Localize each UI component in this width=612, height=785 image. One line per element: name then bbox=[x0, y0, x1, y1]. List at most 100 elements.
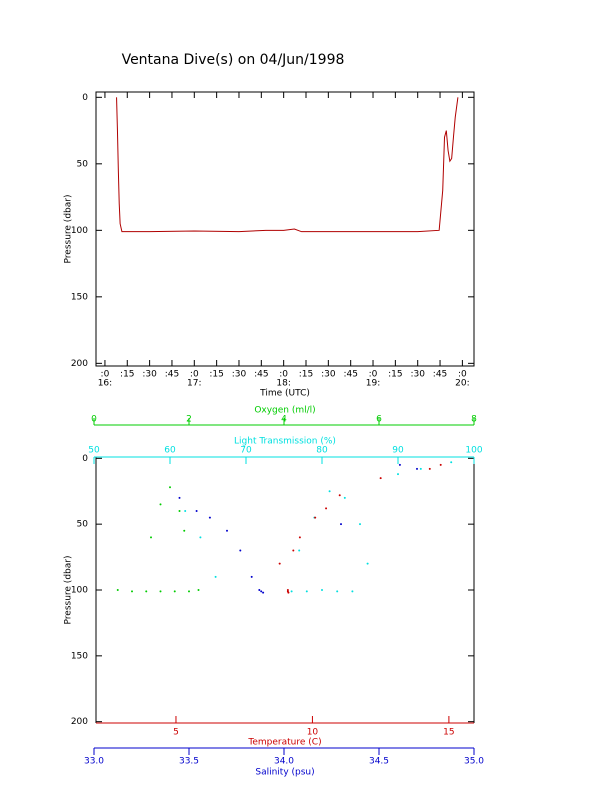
data-point bbox=[340, 523, 342, 526]
data-point bbox=[343, 496, 346, 499]
data-point bbox=[325, 507, 328, 510]
x-tick-label: 4 bbox=[281, 415, 287, 425]
data-line bbox=[116, 97, 459, 233]
x-tick-label: :0 bbox=[458, 370, 467, 380]
data-point bbox=[197, 589, 200, 591]
data-point bbox=[338, 494, 341, 497]
data-point bbox=[214, 575, 217, 578]
x-hour-label: 18: bbox=[276, 379, 290, 389]
data-point bbox=[173, 590, 176, 593]
chart-title: Ventana Dive(s) on 04/Jun/1998 bbox=[122, 52, 345, 68]
x-tick-label: :0 bbox=[101, 370, 110, 380]
data-point bbox=[351, 590, 354, 593]
data-point bbox=[178, 496, 181, 499]
data-point bbox=[416, 467, 418, 470]
data-point bbox=[116, 589, 119, 591]
x-axis-title: Salinity (psu) bbox=[255, 768, 314, 778]
data-point bbox=[439, 463, 442, 466]
data-point bbox=[131, 590, 133, 593]
x-tick-label: :30 bbox=[142, 370, 157, 380]
x-tick-label: 33.5 bbox=[179, 757, 199, 767]
data-point bbox=[208, 516, 211, 519]
data-point bbox=[195, 509, 198, 512]
x-tick-label: :30 bbox=[232, 370, 247, 380]
data-point bbox=[226, 529, 228, 532]
data-point bbox=[336, 590, 339, 593]
x-tick-label: 6 bbox=[376, 415, 382, 425]
x-tick-label: 50 bbox=[88, 446, 100, 456]
x-tick-label: 8 bbox=[471, 415, 477, 425]
data-point bbox=[397, 473, 399, 476]
data-point bbox=[366, 562, 369, 565]
x-axis-title: Temperature (C) bbox=[247, 738, 321, 748]
data-point bbox=[328, 490, 331, 493]
data-point bbox=[398, 463, 401, 466]
x-tick-label: :15 bbox=[120, 370, 134, 380]
x-tick-label: :0 bbox=[279, 370, 288, 380]
data-point bbox=[305, 590, 308, 593]
data-point bbox=[450, 461, 453, 464]
y-tick-label: 50 bbox=[77, 159, 89, 169]
y-tick-label: 50 bbox=[77, 520, 89, 530]
data-point bbox=[159, 590, 162, 593]
x-tick-label: :15 bbox=[299, 370, 313, 380]
data-point bbox=[359, 523, 361, 526]
data-point bbox=[321, 589, 323, 591]
y-tick-label: 100 bbox=[71, 586, 88, 596]
data-point bbox=[178, 509, 181, 512]
x-hour-label: 16: bbox=[98, 379, 112, 389]
y-axis-title: Pressure (dbar) bbox=[64, 195, 74, 264]
data-point bbox=[290, 590, 293, 593]
x-tick-label: 70 bbox=[240, 446, 252, 456]
data-point bbox=[278, 562, 281, 565]
y-tick-label: 150 bbox=[71, 651, 88, 661]
x-hour-label: 19: bbox=[366, 379, 380, 389]
data-point bbox=[314, 516, 317, 519]
data-point bbox=[169, 486, 171, 489]
x-tick-label: :30 bbox=[410, 370, 425, 380]
data-point bbox=[292, 549, 295, 552]
data-point bbox=[419, 467, 422, 470]
data-point bbox=[298, 536, 301, 539]
x-tick-label: 2 bbox=[186, 415, 192, 425]
y-axis-title: Pressure (dbar) bbox=[64, 556, 74, 625]
x-tick-label: 100 bbox=[465, 446, 482, 456]
data-point bbox=[159, 503, 162, 506]
x-tick-label: :15 bbox=[209, 370, 223, 380]
x-tick-label: 34.5 bbox=[369, 757, 389, 767]
data-point bbox=[188, 590, 190, 593]
x-axis-title: Oxygen (ml/l) bbox=[254, 406, 315, 416]
data-point bbox=[428, 467, 431, 470]
x-tick-label: :0 bbox=[190, 370, 199, 380]
data-point bbox=[239, 549, 242, 552]
x-tick-label: 0 bbox=[91, 415, 97, 425]
data-point bbox=[145, 590, 148, 593]
data-point bbox=[199, 536, 202, 539]
data-point bbox=[379, 477, 382, 480]
y-tick-label: 200 bbox=[71, 717, 88, 727]
x-tick-label: 80 bbox=[316, 446, 328, 456]
x-tick-label: 34.0 bbox=[274, 757, 294, 767]
y-tick-label: 100 bbox=[71, 226, 88, 236]
data-point bbox=[250, 575, 253, 578]
data-point bbox=[183, 529, 186, 532]
x-tick-label: 10 bbox=[307, 728, 319, 738]
x-tick-label: :45 bbox=[343, 370, 357, 380]
x-hour-label: 17: bbox=[187, 379, 201, 389]
data-point bbox=[184, 509, 187, 512]
x-tick-label: 60 bbox=[164, 446, 176, 456]
x-tick-label: 33.0 bbox=[84, 757, 104, 767]
data-point bbox=[298, 549, 301, 552]
x-tick-label: 35.0 bbox=[464, 757, 484, 767]
x-tick-label: :45 bbox=[254, 370, 268, 380]
x-tick-label: :15 bbox=[388, 370, 402, 380]
x-tick-label: 5 bbox=[173, 728, 179, 738]
x-tick-label: :45 bbox=[165, 370, 179, 380]
data-point bbox=[150, 536, 152, 539]
x-axis-title: Light Transmission (%) bbox=[234, 437, 336, 447]
plot-frame bbox=[95, 91, 475, 367]
x-hour-label: 20: bbox=[455, 379, 469, 389]
x-axis-title: Time (UTC) bbox=[259, 389, 310, 399]
data-point bbox=[258, 589, 261, 591]
